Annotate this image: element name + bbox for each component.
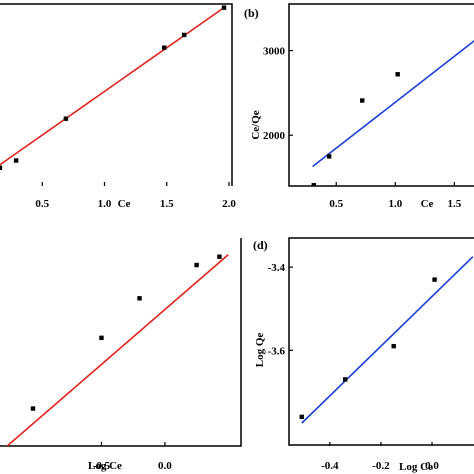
x-tick-label: 0.0 (158, 460, 172, 472)
data-point (342, 377, 348, 382)
panel-b-ylabel: Ce/Qe (250, 110, 262, 139)
x-tick-label: 2.0 (222, 198, 236, 210)
data-point (194, 262, 199, 268)
data-point (30, 406, 36, 411)
plot-area (311, 39, 474, 186)
data-point (395, 72, 400, 77)
x-tick-label: 0.5 (35, 198, 49, 210)
data-point (221, 5, 227, 10)
x-tick-label: -0.4 (321, 460, 339, 472)
panel-b-xlabel: Ce (421, 198, 434, 210)
data-point (162, 45, 167, 50)
x-tick-label: -0.5 (93, 460, 111, 472)
y-tick-label: 2000 (263, 130, 286, 142)
data-point (360, 98, 365, 103)
y-tick-label: 3000 (263, 46, 286, 58)
data-point (299, 414, 304, 420)
fit-line (5, 254, 229, 446)
x-tick-label: -0.2 (372, 460, 390, 472)
data-point (311, 182, 317, 186)
panel-d-xlabel: Log Ce (399, 461, 433, 473)
plot-area (299, 256, 474, 424)
fit-line (301, 256, 474, 424)
data-point (181, 32, 187, 38)
y-tick-label: -3.6 (268, 345, 286, 357)
x-tick-label: 0.5 (329, 198, 343, 210)
data-point (391, 343, 396, 349)
panel-b: (b) Ce/Qe Ce 0.5 1.0 1.5 2000 3000 (244, 3, 474, 210)
panel-a-xlabel: Ce (118, 198, 131, 210)
data-point (326, 154, 332, 159)
data-point (63, 116, 69, 121)
panel-c-frame (0, 238, 242, 447)
data-point (217, 254, 222, 259)
x-tick-label: 0.0 (425, 460, 439, 472)
fit-line (312, 39, 474, 168)
x-tick-label: 1.0 (98, 198, 112, 210)
panel-c: Log Ce -0.5 0.0 (0, 238, 242, 472)
data-point (13, 158, 19, 163)
panel-c-xlabel: Log Ce (88, 460, 122, 472)
plot-area (0, 5, 227, 170)
x-tick-label: 1.0 (388, 198, 402, 210)
panel-b-label: (b) (244, 6, 259, 20)
fit-line (0, 6, 225, 166)
plot-area (5, 254, 229, 446)
panel-a: Ce 0.5 1.0 1.5 2.0 (0, 3, 236, 210)
panel-d-ylabel: Log Qe (254, 333, 266, 368)
data-point (99, 335, 104, 341)
data-point (137, 296, 142, 301)
panel-b-frame (288, 3, 474, 187)
panel-d-label: (d) (253, 238, 268, 252)
panel-d-frame (288, 237, 474, 446)
y-tick-label: -3.4 (268, 262, 286, 274)
panel-d: (d) Log Qe Log Ce -0.4 -0.2 0.0 -3.4 -3.6 (253, 237, 474, 473)
data-point (432, 277, 437, 282)
panel-a-frame (0, 3, 233, 186)
x-tick-label: 1.5 (448, 198, 462, 210)
data-point (0, 165, 3, 170)
x-tick-label: 1.5 (160, 198, 174, 210)
